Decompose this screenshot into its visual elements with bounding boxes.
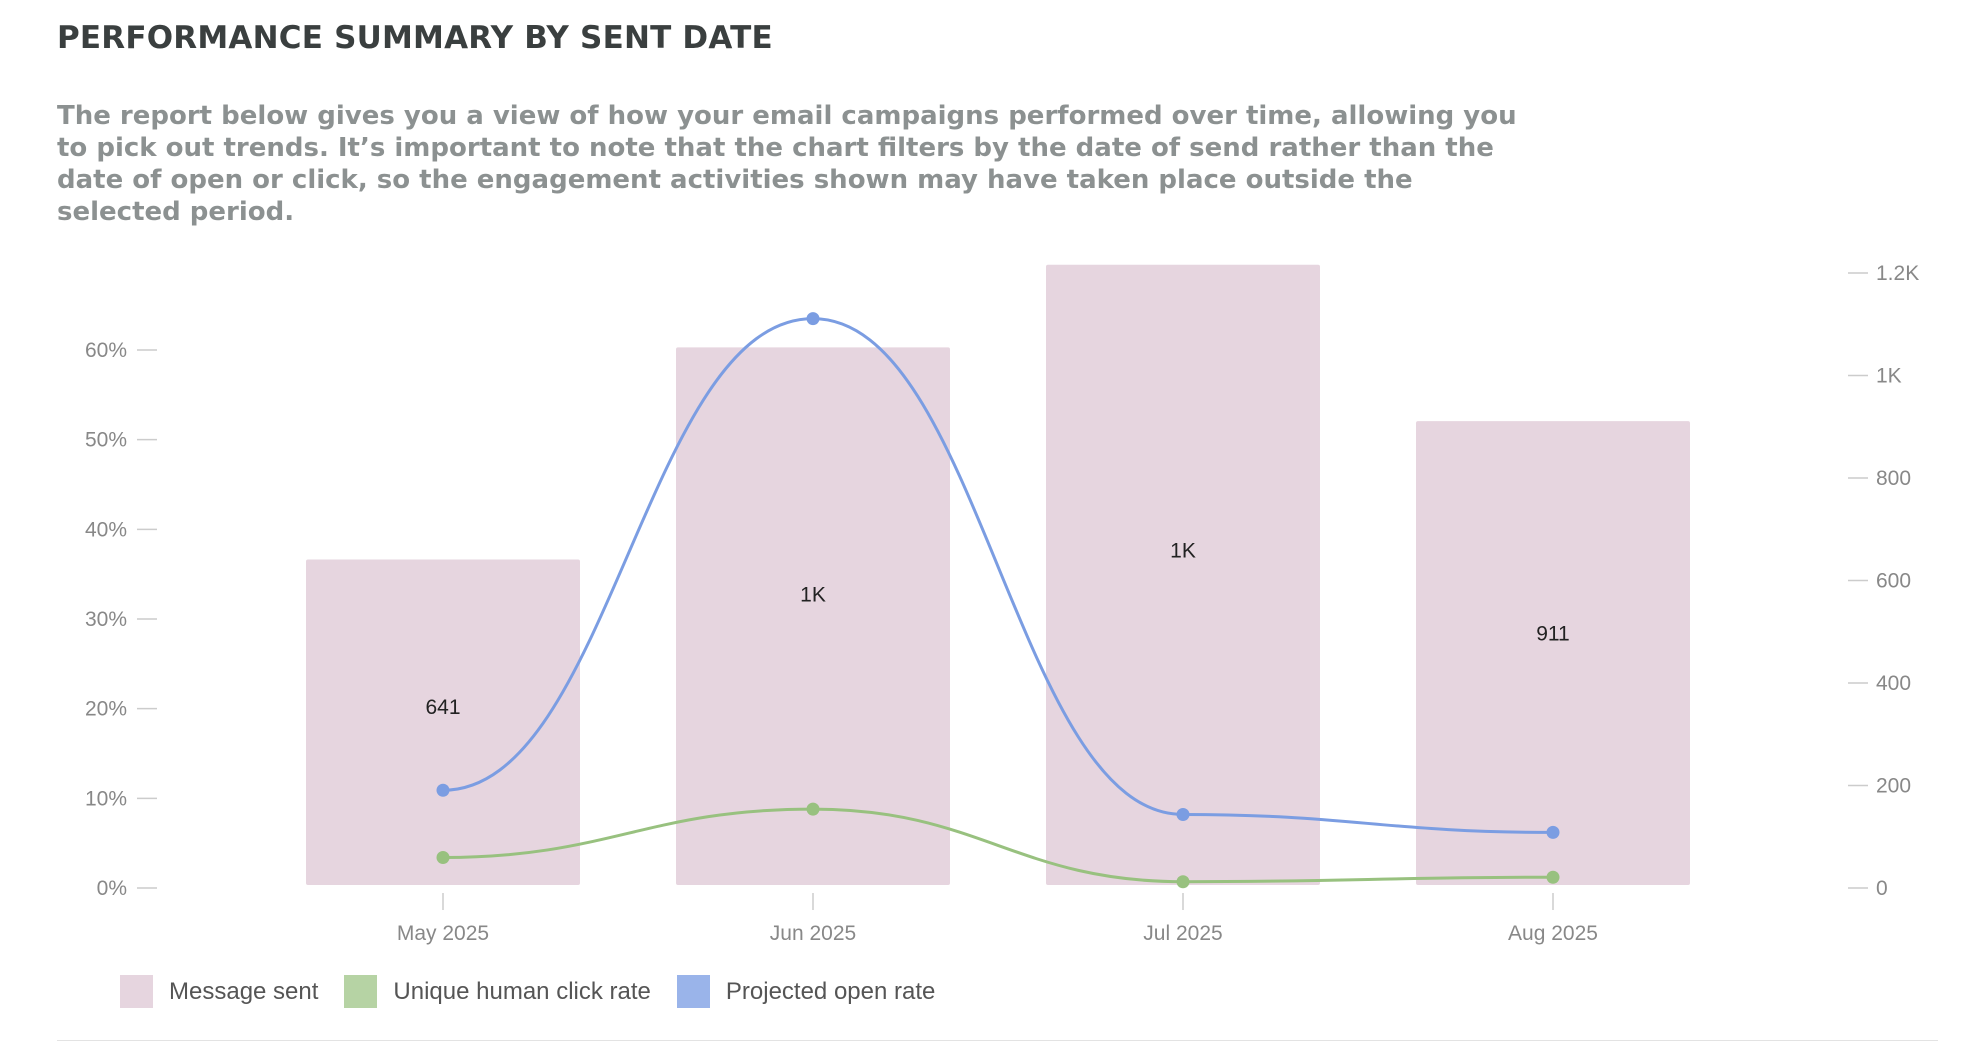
legend-swatch-message-sent xyxy=(120,975,153,1008)
bar-message-sent[interactable] xyxy=(1046,264,1320,885)
right-axis-tick-label: 1.2K xyxy=(1876,262,1919,285)
bar-data-label: 1K xyxy=(800,583,826,606)
bars-message-sent xyxy=(306,264,1690,885)
left-axis: 0% 10% 20% 30% 40% 50% 60% xyxy=(85,339,157,900)
legend-item-message-sent[interactable]: Message sent xyxy=(120,975,318,1008)
chart-legend: Message sent Unique human click rate Pro… xyxy=(120,975,961,1008)
legend-label-unique-human-click-rate: Unique human click rate xyxy=(393,977,651,1005)
point-unique-human-click-rate[interactable] xyxy=(436,851,450,865)
point-projected-open-rate[interactable] xyxy=(436,783,450,797)
bar-data-labels: 641 1K 1K 911 xyxy=(425,540,1569,719)
point-projected-open-rate[interactable] xyxy=(1546,825,1560,839)
legend-swatch-unique-human-click-rate xyxy=(344,975,378,1008)
line-projected-open-rate[interactable] xyxy=(442,317,1554,834)
left-axis-tick-label: 40% xyxy=(85,518,127,541)
point-unique-human-click-rate[interactable] xyxy=(806,802,820,816)
right-axis-tick-label: 800 xyxy=(1876,467,1911,490)
page-title: PERFORMANCE SUMMARY BY SENT DATE xyxy=(57,20,773,56)
right-axis-tick-label: 400 xyxy=(1876,672,1911,695)
right-axis-tick-label: 200 xyxy=(1876,775,1911,798)
bar-data-label: 911 xyxy=(1536,623,1569,646)
legend-swatch-projected-open-rate xyxy=(676,975,710,1008)
line-unique-human-click-rate[interactable] xyxy=(442,807,1554,884)
bar-data-label: 1K xyxy=(1170,540,1196,563)
left-axis-tick-label: 20% xyxy=(85,698,127,721)
legend-label-message-sent: Message sent xyxy=(169,977,319,1005)
bar-data-label: 641 xyxy=(425,696,460,719)
performance-chart: 0% 10% 20% 30% 40% 50% 60% 0 200 400 600 800 1K 1.2K… xyxy=(85,262,1919,945)
legend-label-projected-open-rate: Projected open rate xyxy=(725,977,936,1005)
bar-message-sent[interactable] xyxy=(1416,421,1690,885)
point-projected-open-rate[interactable] xyxy=(806,312,820,326)
point-unique-human-click-rate[interactable] xyxy=(1546,870,1560,884)
right-axis-tick-label: 600 xyxy=(1876,570,1911,593)
legend-item-unique-human-click-rate[interactable]: Unique human click rate xyxy=(344,975,651,1008)
right-axis-tick-label: 0 xyxy=(1876,877,1888,900)
right-axis: 0 200 400 600 800 1K 1.2K xyxy=(1848,262,1919,900)
legend-item-projected-open-rate[interactable]: Projected open rate xyxy=(676,975,936,1008)
left-axis-tick-label: 30% xyxy=(85,608,127,631)
right-axis-tick-label: 1K xyxy=(1876,365,1902,388)
bar-message-sent[interactable] xyxy=(306,559,580,885)
left-axis-tick-label: 60% xyxy=(85,339,127,362)
point-projected-open-rate[interactable] xyxy=(1176,807,1190,821)
point-unique-human-click-rate[interactable] xyxy=(1176,875,1190,889)
left-axis-tick-label: 10% xyxy=(85,787,127,810)
x-axis-tick-label: Aug 2025 xyxy=(1508,922,1598,945)
x-axis: May 2025 Jun 2025 Jul 2025 Aug 2025 xyxy=(397,893,1598,945)
left-axis-tick-label: 0% xyxy=(97,877,127,900)
x-axis-tick-label: May 2025 xyxy=(397,922,489,945)
bar-message-sent[interactable] xyxy=(676,347,950,885)
rate-lines xyxy=(436,312,1560,889)
x-axis-tick-label: Jul 2025 xyxy=(1143,922,1222,945)
report-description: The report below gives you a view of how… xyxy=(57,101,1517,227)
left-axis-tick-label: 50% xyxy=(85,429,127,452)
x-axis-tick-label: Jun 2025 xyxy=(770,922,856,945)
bottom-divider xyxy=(57,1040,1938,1041)
